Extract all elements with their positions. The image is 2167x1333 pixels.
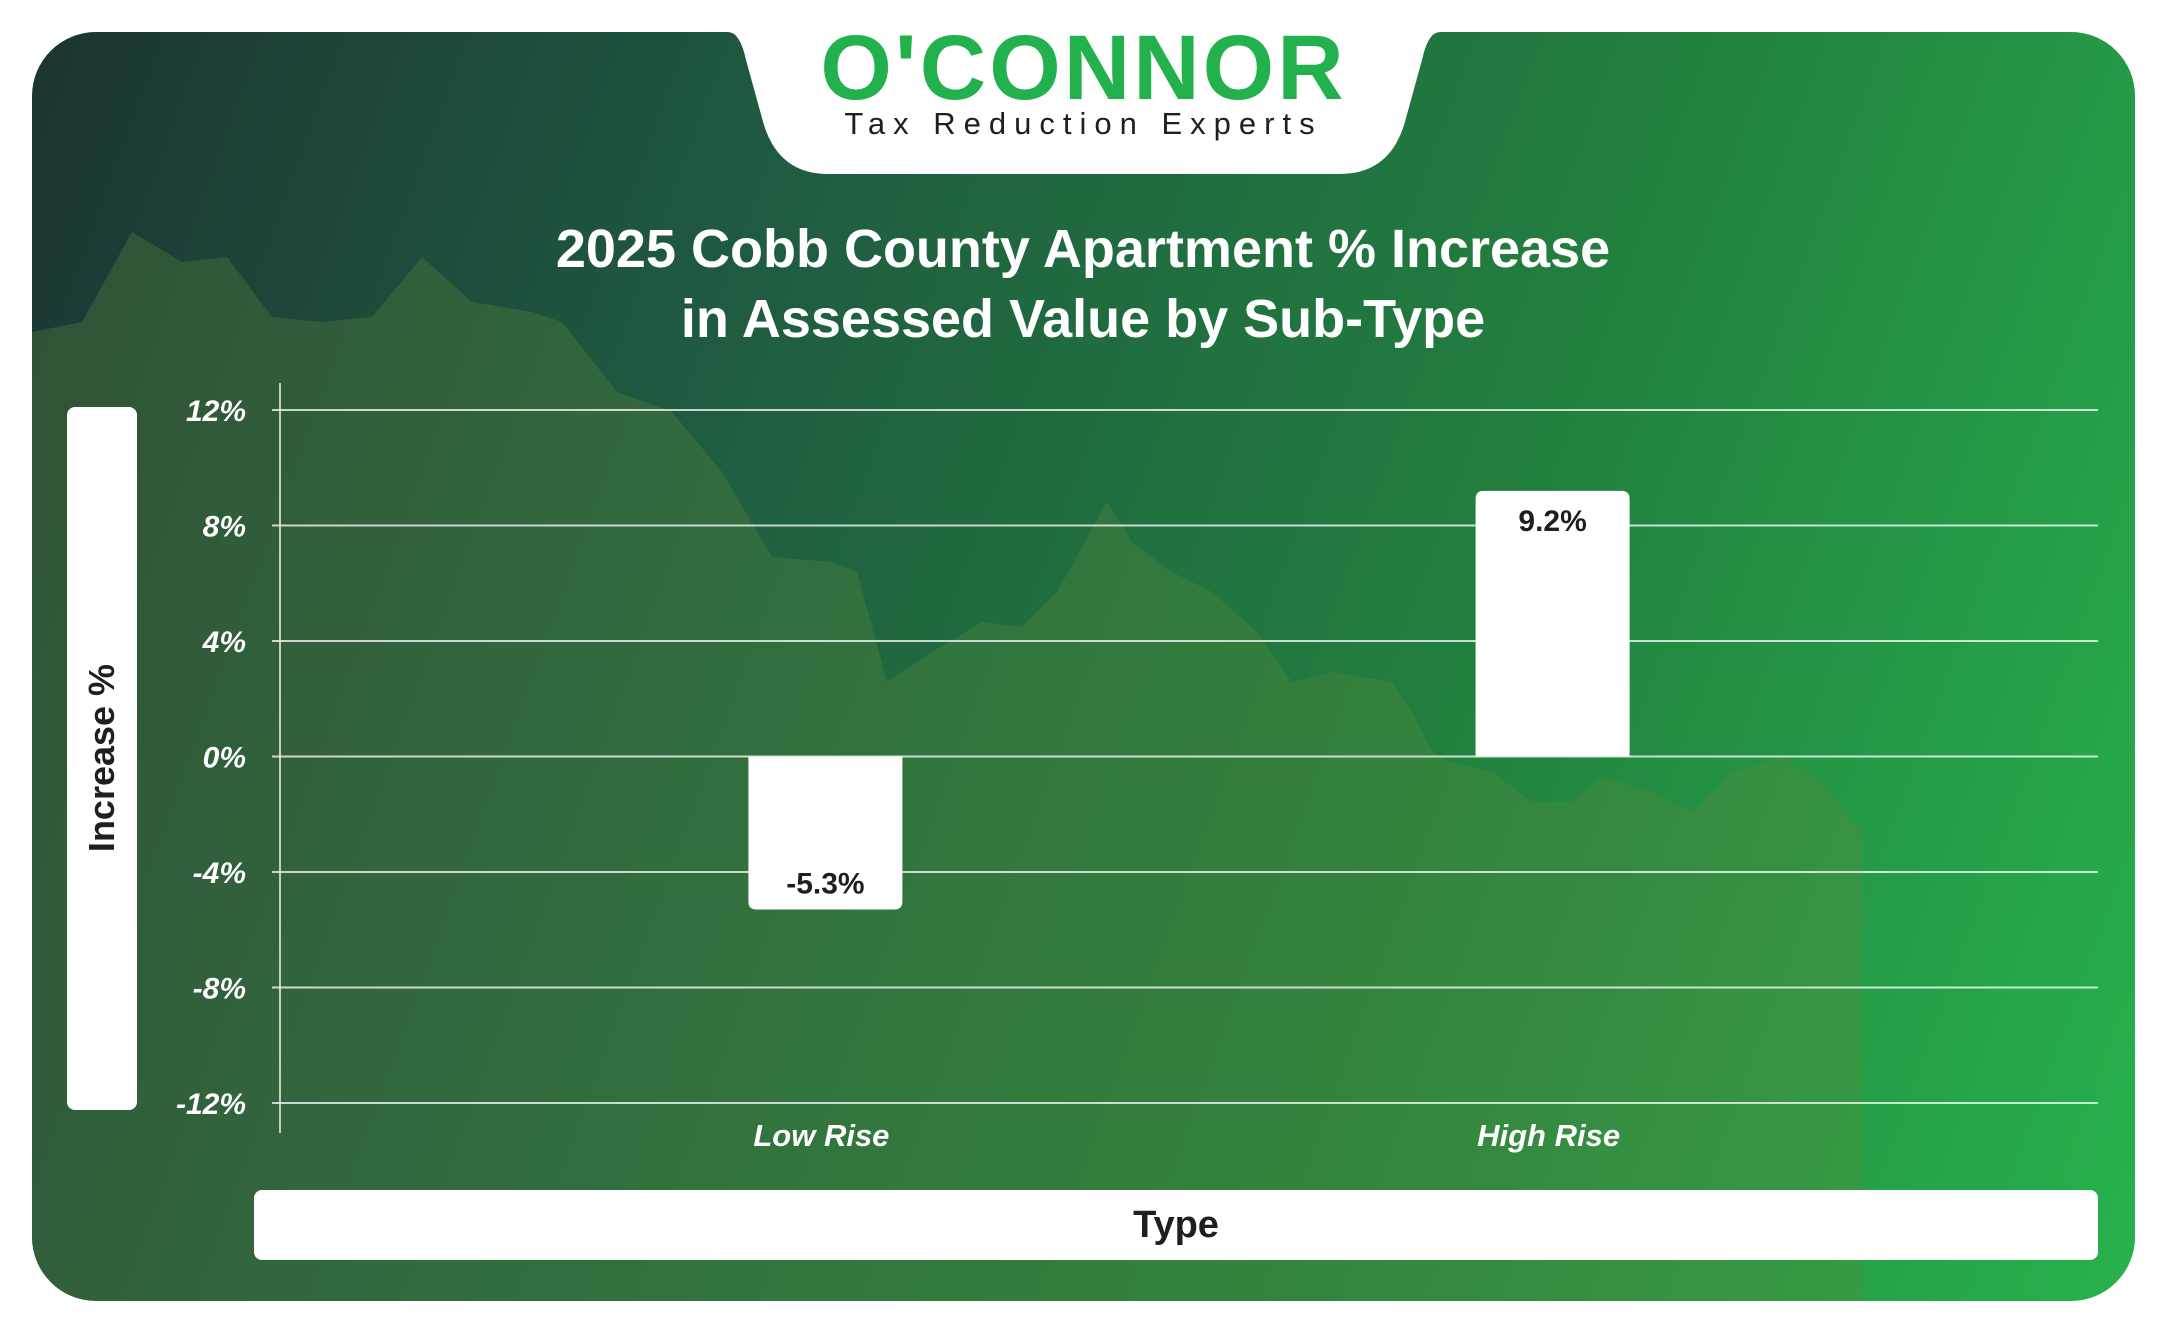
chart-title-line-2: in Assessed Value by Sub-Type — [680, 289, 1486, 349]
bar-low-rise — [748, 756, 903, 910]
y-tick-label: -12% — [176, 1088, 246, 1121]
data-label: 9.2% — [1518, 505, 1586, 538]
background-mountain-decoration — [32, 232, 1862, 1301]
brand-tagline: Tax Reduction Experts — [844, 106, 1323, 141]
x-tick-label: High Rise — [1477, 1118, 1620, 1153]
chart-card — [32, 32, 2135, 1301]
y-axis-label-box — [67, 407, 137, 1110]
x-tick-label: Low Rise — [753, 1118, 889, 1153]
chart-title: 2025 Cobb County Apartment % Increase in… — [383, 214, 1783, 354]
bar-high-rise — [1475, 490, 1630, 757]
chart-title-line-1: 2025 Cobb County Apartment % Increase — [555, 219, 1611, 279]
x-axis-label: Type — [1133, 1203, 1219, 1246]
y-tick-label: 8% — [203, 511, 246, 544]
x-axis-label-box: Type — [254, 1190, 2098, 1260]
y-tick-label: -4% — [193, 857, 246, 890]
brand-logo: O'CONNOR — [820, 17, 1347, 119]
logo-tab — [728, 32, 1440, 174]
y-tick-label: 12% — [186, 395, 246, 428]
y-tick-label: 0% — [203, 742, 246, 775]
y-tick-label: -8% — [193, 973, 246, 1006]
data-label: -5.3% — [786, 868, 864, 901]
y-tick-label: 4% — [202, 626, 246, 659]
